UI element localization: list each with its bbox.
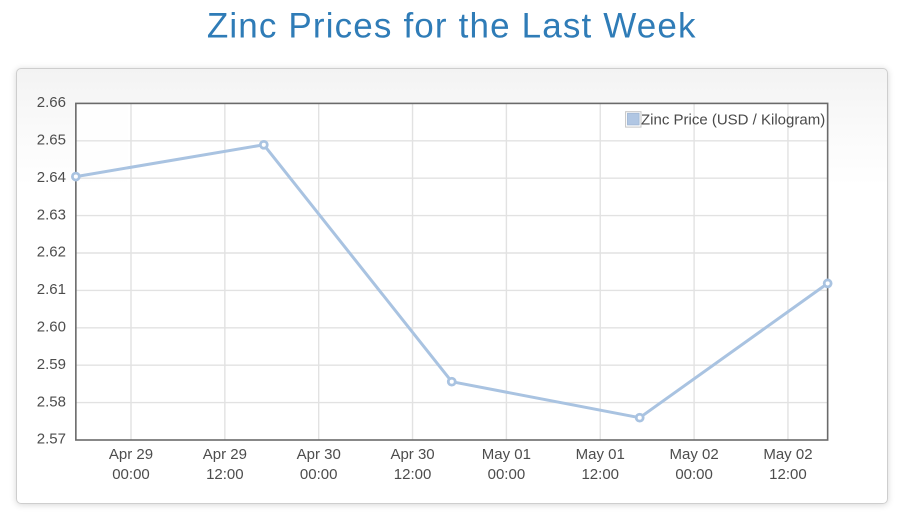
svg-text:00:00: 00:00 (112, 466, 150, 483)
svg-text:Zinc Prices for the Last Week: Zinc Prices for the Last Week (207, 7, 697, 46)
svg-text:2.61: 2.61 (37, 281, 66, 298)
svg-text:2.65: 2.65 (37, 132, 66, 149)
svg-text:12:00: 12:00 (206, 466, 244, 483)
svg-text:Apr 29: Apr 29 (203, 446, 247, 463)
svg-text:12:00: 12:00 (394, 466, 432, 483)
svg-text:2.66: 2.66 (37, 94, 66, 111)
svg-text:00:00: 00:00 (488, 466, 526, 483)
svg-text:2.57: 2.57 (37, 431, 66, 448)
svg-text:Zinc Price (USD / Kilogram): Zinc Price (USD / Kilogram) (641, 112, 825, 129)
svg-text:May 01: May 01 (576, 446, 625, 463)
svg-text:00:00: 00:00 (300, 466, 338, 483)
svg-text:Apr 30: Apr 30 (390, 446, 434, 463)
svg-text:May 02: May 02 (669, 446, 718, 463)
svg-text:2.60: 2.60 (37, 319, 66, 336)
svg-text:Apr 29: Apr 29 (109, 446, 153, 463)
svg-text:2.62: 2.62 (37, 244, 66, 261)
svg-text:May 01: May 01 (482, 446, 531, 463)
svg-text:00:00: 00:00 (675, 466, 713, 483)
svg-text:2.59: 2.59 (37, 356, 66, 373)
svg-text:12:00: 12:00 (769, 466, 807, 483)
svg-text:12:00: 12:00 (581, 466, 619, 483)
svg-text:May 02: May 02 (763, 446, 812, 463)
svg-text:2.58: 2.58 (37, 393, 66, 410)
svg-text:2.63: 2.63 (37, 206, 66, 223)
svg-text:Apr 30: Apr 30 (297, 446, 341, 463)
svg-text:2.64: 2.64 (37, 169, 66, 186)
